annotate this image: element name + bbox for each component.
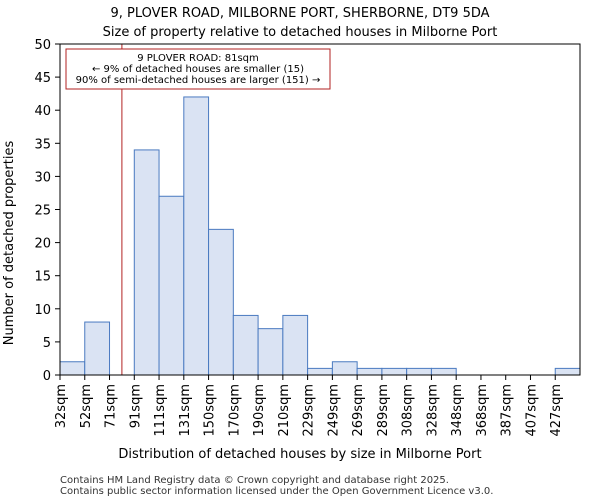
bar-210sqm xyxy=(282,314,309,376)
bars-group xyxy=(59,96,581,376)
annotation-frame xyxy=(65,48,331,90)
y-tick-label-30: 30 xyxy=(34,170,51,185)
bar-131sqm xyxy=(183,96,210,376)
footer-line-1: Contains HM Land Registry data © Crown c… xyxy=(60,475,449,486)
bar-150sqm xyxy=(208,228,234,376)
bar-190sqm xyxy=(257,328,284,376)
x-tick-label-269sqm: 269sqm xyxy=(351,384,366,437)
y-tick-label-0: 0 xyxy=(43,369,51,384)
annotation-box: 9 PLOVER ROAD: 81sqm ← 9% of detached ho… xyxy=(65,48,331,90)
x-tick-label-368sqm: 368sqm xyxy=(475,384,490,437)
x-tick-label-348sqm: 348sqm xyxy=(450,384,465,437)
x-tick-label-170sqm: 170sqm xyxy=(227,384,242,437)
x-tick-label-91sqm: 91sqm xyxy=(128,384,143,428)
bar-249sqm xyxy=(331,361,358,376)
x-tick-label-32sqm: 32sqm xyxy=(54,384,69,428)
y-tick-label-5: 5 xyxy=(43,336,51,351)
y-tick-label-35: 35 xyxy=(34,137,51,152)
x-tick-label-249sqm: 249sqm xyxy=(326,384,341,437)
bar-91sqm xyxy=(133,149,160,376)
x-tick-label-289sqm: 289sqm xyxy=(376,384,391,437)
bar-427sqm xyxy=(554,367,581,376)
annotation-line-3: 90% of semi-detached houses are larger (… xyxy=(76,75,321,86)
bar-269sqm xyxy=(356,367,383,376)
footer-line-2: Contains public sector information licen… xyxy=(60,486,493,497)
y-tick-label-10: 10 xyxy=(34,303,51,318)
x-tick-label-427sqm: 427sqm xyxy=(549,384,564,437)
x-tick-label-131sqm: 131sqm xyxy=(178,384,193,437)
bar-229sqm xyxy=(307,367,333,376)
x-tick-label-387sqm: 387sqm xyxy=(500,384,515,437)
x-tick-label-229sqm: 229sqm xyxy=(302,384,317,437)
y-tick-label-20: 20 xyxy=(34,237,51,252)
x-tick-label-308sqm: 308sqm xyxy=(401,384,416,437)
bar-289sqm xyxy=(381,367,408,376)
x-tick-label-190sqm: 190sqm xyxy=(252,384,267,437)
chart-title: 9, PLOVER ROAD, MILBORNE PORT, SHERBORNE… xyxy=(110,6,489,21)
x-tick-label-328sqm: 328sqm xyxy=(425,384,440,437)
x-tick-label-210sqm: 210sqm xyxy=(277,384,292,437)
bar-170sqm xyxy=(232,314,259,376)
y-tick-label-45: 45 xyxy=(34,71,51,86)
bar-328sqm xyxy=(430,367,457,376)
x-axis: 32sqm 52sqm 71sqm 91sqm 111sqm 131sqm 150sqm 17… xyxy=(54,375,564,437)
x-tick-label-111sqm: 111sqm xyxy=(153,384,168,437)
y-tick-label-40: 40 xyxy=(34,104,51,119)
x-tick-label-407sqm: 407sqm xyxy=(524,384,539,437)
y-tick-label-15: 15 xyxy=(34,270,51,285)
y-tick-label-50: 50 xyxy=(34,38,51,53)
x-axis-title: Distribution of detached houses by size … xyxy=(118,447,481,462)
annotation-line-2: ← 9% of detached houses are smaller (15) xyxy=(92,64,304,75)
bar-32sqm xyxy=(59,361,86,376)
x-tick-label-52sqm: 52sqm xyxy=(79,384,94,428)
bar-308sqm xyxy=(406,367,432,376)
x-tick-label-71sqm: 71sqm xyxy=(104,384,119,428)
y-tick-label-25: 25 xyxy=(34,204,51,219)
y-axis-title: Number of detached properties xyxy=(2,141,17,346)
chart-subtitle: Size of property relative to detached ho… xyxy=(103,25,498,40)
bar-52sqm xyxy=(84,321,111,376)
annotation-line-1: 9 PLOVER ROAD: 81sqm xyxy=(137,53,259,64)
bar-111sqm xyxy=(158,195,185,376)
x-tick-label-150sqm: 150sqm xyxy=(203,384,218,437)
y-axis: 0 5 10 15 20 25 30 35 40 45 50 xyxy=(34,38,60,384)
